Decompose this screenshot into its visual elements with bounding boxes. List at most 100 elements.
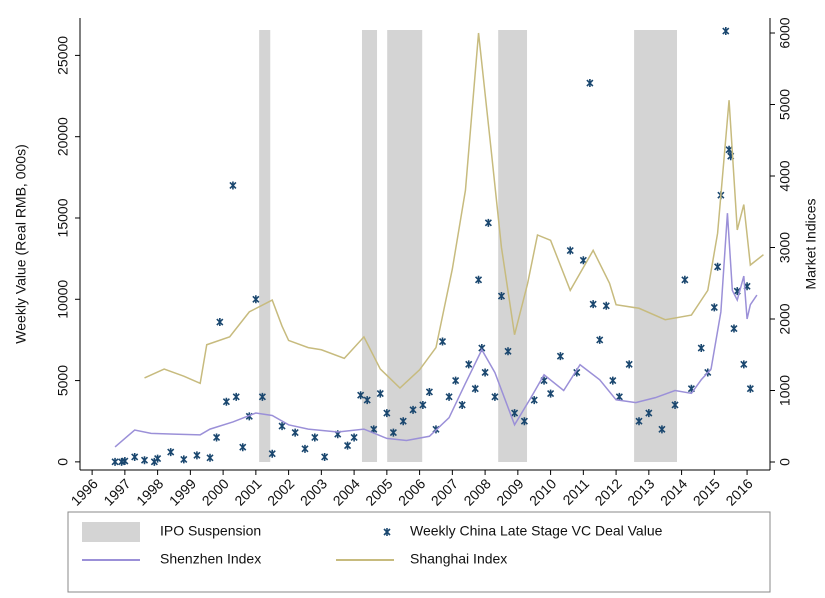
- ipo-suspension-band: [259, 30, 271, 462]
- deal-value-point: [258, 392, 266, 401]
- deal-value-point: [212, 433, 221, 442]
- deal-value-point: [131, 452, 139, 461]
- deal-value-point: [311, 433, 319, 442]
- deal-value-point: [399, 417, 407, 426]
- deal-value-point: [239, 443, 247, 452]
- deal-value-point: [452, 376, 460, 385]
- legend-swatch: [82, 522, 140, 542]
- deal-value-point: [710, 303, 718, 312]
- deal-value-point: [586, 79, 594, 88]
- y2-tick-label: 5000: [777, 89, 793, 120]
- deal-value-point: [350, 433, 358, 442]
- y2-tick-label: 0: [777, 458, 793, 466]
- deal-value-point: [645, 409, 653, 418]
- deal-value-point: [697, 344, 705, 353]
- index-line: [144, 32, 764, 390]
- deal-value-point: [193, 451, 201, 460]
- deal-value-point: [725, 145, 733, 154]
- deal-value-point: [465, 360, 473, 369]
- deal-value-point: [579, 256, 587, 265]
- y-tick-label: 15000: [55, 198, 71, 237]
- deal-value-point: [222, 397, 230, 406]
- deal-value-point: [671, 400, 679, 409]
- deal-value-point: [556, 352, 564, 361]
- deal-value-point: [425, 387, 433, 396]
- deal-value-point: [268, 449, 276, 458]
- deal-value-point: [740, 360, 748, 369]
- deal-value-point: [609, 376, 617, 385]
- deal-value-point: [206, 453, 214, 462]
- deal-value-point: [343, 441, 352, 450]
- y2-tick-label: 4000: [777, 160, 793, 191]
- y-tick-label: 25000: [55, 36, 71, 75]
- legend-label: IPO Suspension: [160, 523, 261, 539]
- y2-tick-label: 1000: [777, 375, 793, 406]
- y-tick-label: 20000: [55, 117, 71, 156]
- deal-value-point: [722, 27, 730, 36]
- deal-value-point: [458, 400, 466, 409]
- deal-value-point: [383, 409, 391, 418]
- y-axis-title: Weekly Value (Real RMB, 000s): [13, 144, 29, 343]
- deal-value-point: [474, 275, 483, 284]
- deal-value-point: [635, 417, 643, 426]
- index-line: [114, 213, 758, 448]
- deal-value-point: [180, 455, 188, 464]
- deal-value-point: [625, 360, 633, 369]
- deal-value-point: [389, 428, 397, 437]
- deal-value-point: [121, 457, 129, 466]
- y-tick-label: 0: [55, 458, 71, 466]
- deal-value-point: [481, 368, 489, 377]
- deal-value-point: [278, 422, 286, 431]
- deal-value-point: [409, 405, 417, 414]
- legend-marker: [383, 528, 391, 536]
- deal-value-point: [321, 452, 329, 461]
- deal-value-point: [111, 457, 119, 466]
- deal-value-point: [520, 417, 528, 426]
- deal-value-point: [357, 391, 365, 400]
- deal-value-point: [140, 456, 149, 465]
- deal-value-point: [615, 392, 623, 401]
- deal-value-point: [291, 428, 299, 437]
- deal-value-point: [602, 301, 610, 310]
- y-tick-label: 10000: [55, 280, 71, 319]
- y2-tick-label: 3000: [777, 232, 793, 263]
- legend-label: Shenzhen Index: [160, 551, 261, 567]
- deal-value-point: [596, 335, 604, 344]
- deal-value-point: [566, 246, 574, 255]
- deal-value-point: [419, 400, 427, 409]
- deal-value-point: [438, 337, 447, 346]
- deal-value-point: [301, 444, 309, 453]
- y-tick-label: 5000: [55, 365, 71, 396]
- deal-value-point: [746, 384, 754, 393]
- deal-value-point: [252, 295, 260, 304]
- deal-value-point: [589, 300, 597, 309]
- deal-value-point: [232, 392, 240, 401]
- y2-tick-label: 6000: [777, 17, 793, 48]
- deal-value-point: [363, 396, 371, 405]
- deal-value-point: [229, 181, 237, 190]
- deal-value-point: [511, 409, 519, 418]
- deal-value-point: [547, 389, 555, 398]
- ipo-suspension-band: [498, 30, 528, 462]
- deal-value-point: [484, 218, 492, 227]
- deal-value-point: [504, 347, 512, 356]
- legend-box: [67, 511, 771, 593]
- deal-value-point: [445, 392, 453, 401]
- deal-value-point: [658, 425, 666, 434]
- deal-value-point: [681, 275, 689, 284]
- ipo-suspension-band: [634, 30, 677, 462]
- deal-value-point: [471, 384, 479, 393]
- deal-value-point: [491, 392, 499, 401]
- y2-axis-title: Market Indices: [803, 198, 819, 289]
- deal-value-point: [714, 262, 722, 271]
- deal-value-point: [167, 448, 175, 457]
- deal-value-point: [530, 396, 538, 405]
- deal-value-point: [370, 425, 378, 434]
- deal-value-point: [154, 454, 162, 463]
- deal-value-point: [497, 292, 506, 301]
- legend-label: Shanghai Index: [410, 551, 507, 567]
- y2-tick-label: 2000: [777, 303, 793, 334]
- deal-value-point: [216, 318, 224, 327]
- legend-label: Weekly China Late Stage VC Deal Value: [410, 523, 663, 539]
